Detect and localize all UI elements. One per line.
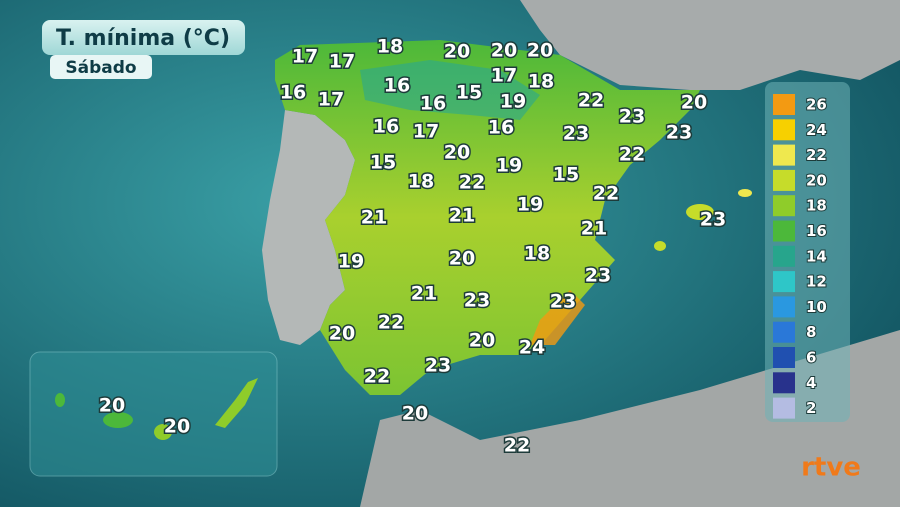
temperature: 18 <box>524 243 550 265</box>
temperature: 18 <box>528 71 554 93</box>
legend-label: 24 <box>806 121 827 139</box>
temperature: 21 <box>411 283 437 305</box>
legend-swatch <box>773 271 795 293</box>
temperature: 20 <box>99 395 125 417</box>
legend-label: 16 <box>806 222 827 240</box>
temperature: 19 <box>500 91 526 113</box>
temperature: 18 <box>408 171 434 193</box>
temperature: 18 <box>377 36 403 58</box>
mallorca <box>686 204 714 220</box>
spain <box>275 40 700 395</box>
island <box>154 424 172 440</box>
legend-label: 14 <box>806 247 827 265</box>
temperature: 20 <box>681 92 707 114</box>
legend-label: 18 <box>806 197 827 215</box>
temperature: 20 <box>164 416 190 438</box>
temperature: 23 <box>563 123 589 145</box>
cool-area <box>360 60 540 120</box>
temperature: 17 <box>413 121 439 143</box>
temperature: 17 <box>491 65 517 87</box>
title-box <box>42 20 245 55</box>
temperature: 17 <box>292 46 318 68</box>
temperature: 20 <box>469 330 495 352</box>
temperature: 16 <box>280 82 306 104</box>
subtitle: Sábado <box>65 58 136 78</box>
legend-swatch <box>773 372 795 394</box>
temperature: 22 <box>619 144 645 166</box>
temperature: 17 <box>329 51 355 73</box>
temperature: 23 <box>425 355 451 377</box>
temperature: 19 <box>496 155 522 177</box>
temperature: 20 <box>449 248 475 270</box>
temperature: 15 <box>370 152 396 174</box>
temperature: 20 <box>444 41 470 63</box>
temperature: 23 <box>700 209 726 231</box>
temperature: 23 <box>550 291 576 313</box>
temperature: 19 <box>338 251 364 273</box>
legend-label: 12 <box>806 273 827 291</box>
legend-swatch <box>773 296 795 318</box>
temperature: 17 <box>318 89 344 111</box>
temperature: 21 <box>449 205 475 227</box>
legend-swatch <box>773 195 795 217</box>
ibiza <box>654 241 666 251</box>
temperature: 20 <box>444 142 470 164</box>
legend: 26 24 22 20 18 16 14 12 10 8 6 4 2 <box>773 94 828 419</box>
subtitle-box <box>50 55 152 79</box>
temperature: 21 <box>361 207 387 229</box>
legend-swatch <box>773 220 795 242</box>
temperature: 22 <box>593 183 619 205</box>
legend-label: 4 <box>806 374 816 392</box>
temperature: 16 <box>373 116 399 138</box>
island <box>103 412 133 428</box>
temperature: 15 <box>456 82 482 104</box>
legend-swatch <box>773 397 795 419</box>
temperature: 15 <box>553 164 579 186</box>
legend-swatch <box>773 94 795 115</box>
menorca <box>738 189 752 197</box>
canary-inset <box>29 351 278 477</box>
temperature: 22 <box>459 172 485 194</box>
island <box>55 393 65 407</box>
legend-swatch <box>773 119 795 141</box>
warm-area <box>530 290 585 345</box>
temperature: 20 <box>329 323 355 345</box>
temperature: 22 <box>378 312 404 334</box>
title: T. mínima (°C) <box>56 26 230 51</box>
portugal <box>262 110 355 345</box>
temperature: 16 <box>420 93 446 115</box>
logo: rtve <box>801 453 861 483</box>
temperature: 22 <box>578 90 604 112</box>
legend-label: 2 <box>806 399 816 417</box>
temperature: 20 <box>491 40 517 62</box>
temperature: 22 <box>364 366 390 388</box>
legend-swatch <box>773 347 795 368</box>
legend-swatch <box>773 144 795 166</box>
temperature: 16 <box>384 75 410 97</box>
temperature: 22 <box>504 435 530 457</box>
legend-label: 22 <box>806 146 827 164</box>
temperature: 23 <box>619 106 645 128</box>
legend-label: 10 <box>806 298 827 316</box>
legend-swatch <box>773 245 795 267</box>
legend-label: 6 <box>806 349 816 367</box>
island <box>215 378 258 428</box>
temperature: 23 <box>666 122 692 144</box>
legend-label: 20 <box>806 171 827 189</box>
temperature: 23 <box>585 265 611 287</box>
legend-swatch <box>773 321 795 343</box>
temperature: 24 <box>519 337 545 359</box>
temperature: 20 <box>527 40 553 62</box>
legend-label: 8 <box>806 323 816 341</box>
temperature: 20 <box>402 403 428 425</box>
temperature: 19 <box>517 194 543 216</box>
temperature: 23 <box>464 290 490 312</box>
france <box>520 0 900 90</box>
temperature: 21 <box>581 218 607 240</box>
legend-swatch <box>773 169 795 191</box>
temperature: 16 <box>488 117 514 139</box>
legend-label: 26 <box>806 96 827 114</box>
